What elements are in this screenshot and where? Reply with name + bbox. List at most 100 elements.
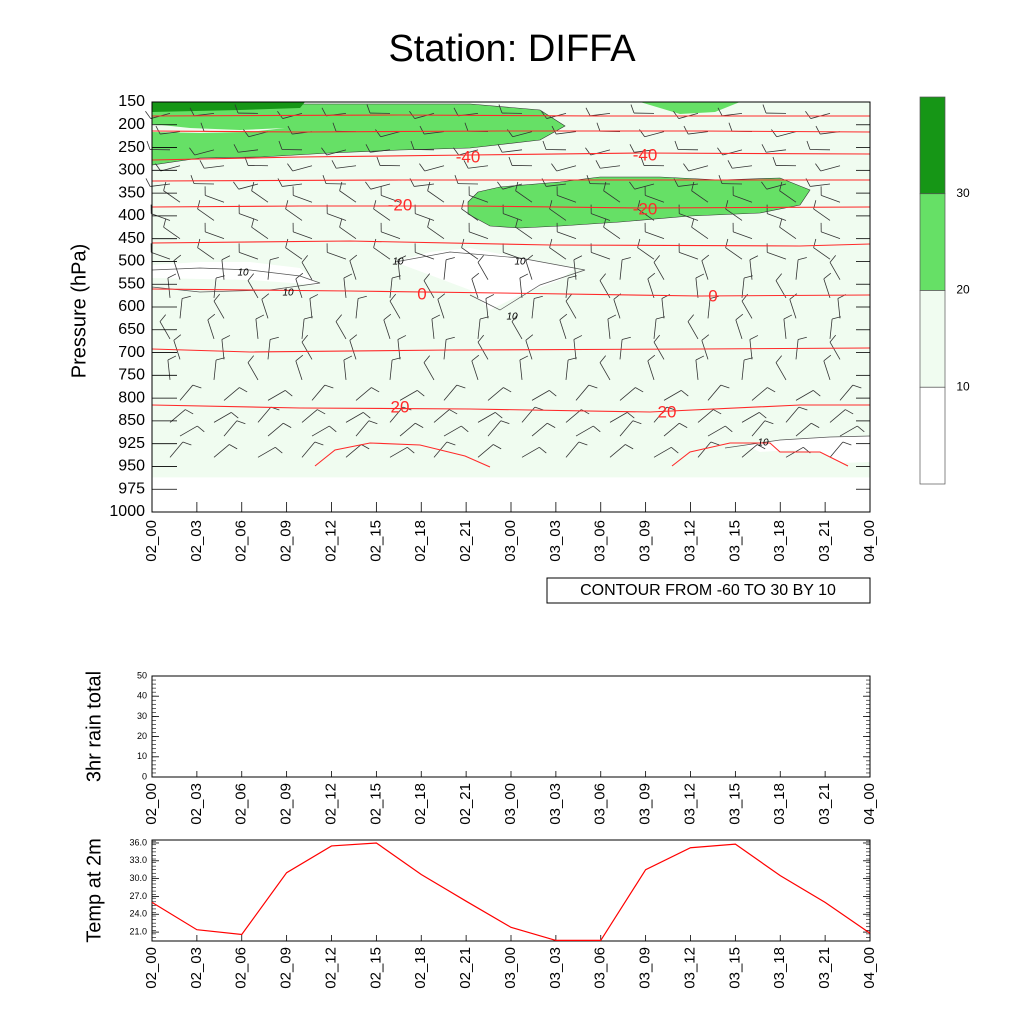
wind-barb-flag xyxy=(695,273,705,279)
wind-barb-flag xyxy=(829,334,837,343)
wind-barb-staff xyxy=(697,441,712,458)
wind-barb-flag xyxy=(647,354,656,362)
wind-barb-staff xyxy=(565,359,569,380)
wind-barb-flag xyxy=(317,409,326,415)
wind-barb-flag xyxy=(549,200,553,210)
wind-barb-staff xyxy=(477,444,494,458)
wind-barb-staff xyxy=(575,384,590,401)
wind-barb-staff xyxy=(607,318,611,339)
wind-barb-flag xyxy=(295,354,304,362)
wind-barb-staff xyxy=(179,298,183,319)
wind-barb-flag xyxy=(653,255,661,263)
wind-barb-staff xyxy=(179,425,198,437)
wind-barb-flag xyxy=(309,294,319,299)
wind-barb-flag xyxy=(375,129,382,138)
x-tick-label: 03_12 xyxy=(681,783,698,825)
temp-contour-line xyxy=(151,152,871,161)
wind-barb-flag xyxy=(197,238,201,248)
wind-barb-staff xyxy=(380,131,401,138)
wind-barb-flag xyxy=(407,447,415,454)
wind-barb-staff xyxy=(370,149,391,153)
wind-barb-flag xyxy=(511,314,519,322)
wind-barb-staff xyxy=(821,195,841,203)
wind-barb-staff xyxy=(839,384,854,401)
wind-barb-staff xyxy=(679,251,699,260)
wind-barb-staff xyxy=(485,298,489,319)
y-tick-label: 650 xyxy=(118,321,145,338)
wind-barb-staff xyxy=(257,446,276,458)
y-tick-label: 750 xyxy=(118,367,145,384)
wind-barb-flag xyxy=(539,447,547,454)
y-tick-label: 850 xyxy=(118,412,145,429)
wind-barb-flag xyxy=(275,447,283,454)
wind-barb-flag xyxy=(671,447,679,454)
wind-barb-staff xyxy=(678,183,699,187)
wind-barb-staff xyxy=(213,444,230,458)
wind-barb-staff xyxy=(326,149,347,156)
wind-barb-staff xyxy=(795,339,799,360)
wind-barb-flag xyxy=(503,387,512,393)
wind-barb-flag xyxy=(621,257,631,261)
wind-barb-flag xyxy=(718,175,723,184)
wind-barb-staff xyxy=(427,190,445,203)
wind-speed-label: 10 xyxy=(757,438,769,449)
wind-barb-staff xyxy=(557,231,577,240)
x-tick-label: 02_21 xyxy=(457,520,474,562)
x-tick-label: 02_15 xyxy=(367,947,384,989)
wind-barb-flag xyxy=(581,409,590,415)
wind-barb-flag xyxy=(593,425,601,433)
wind-barb-flag xyxy=(477,334,485,343)
wind-barb-staff xyxy=(653,318,657,339)
wind-barb-flag xyxy=(515,218,519,228)
wind-barb-flag xyxy=(247,355,255,363)
wind-barb-flag xyxy=(709,295,719,299)
wind-barb-flag xyxy=(464,122,469,132)
wind-barb-flag xyxy=(449,409,458,415)
wind-barb-staff xyxy=(423,280,435,299)
wind-barb-staff xyxy=(766,183,787,190)
wind-barb-flag xyxy=(573,255,583,261)
wind-barb-staff xyxy=(645,195,665,203)
wind-barb-staff xyxy=(443,339,447,360)
speed-contour-10-c xyxy=(724,435,871,449)
wind-barb-flag xyxy=(454,175,459,184)
y-axis-label: Pressure (hPa) xyxy=(68,244,90,379)
wind-barb-flag xyxy=(243,129,250,138)
wind-barb-flag xyxy=(471,354,480,362)
wind-barb-staff xyxy=(345,412,364,423)
x-tick-label: 04_00 xyxy=(861,947,878,989)
wind-barb-staff xyxy=(653,341,665,360)
wind-barb-staff xyxy=(343,359,347,380)
y-tick-label: 925 xyxy=(118,435,145,452)
wind-barb-staff xyxy=(749,339,753,360)
wind-barb-flag xyxy=(713,409,722,415)
wind-barb-staff xyxy=(267,339,271,360)
wind-barb-flag xyxy=(446,441,456,446)
wind-barb-staff xyxy=(599,362,611,381)
wind-barb-flag xyxy=(453,107,459,117)
wind-barb-staff xyxy=(389,300,401,319)
x-tick-label: 04_00 xyxy=(861,783,878,825)
chart-title: Station: DIFFA xyxy=(388,28,636,70)
temp-contour-line xyxy=(151,205,871,209)
wind-barb-flag xyxy=(361,444,370,450)
wind-barb-flag xyxy=(185,409,194,415)
wind-barb-staff xyxy=(688,131,709,135)
wind-barb-flag xyxy=(269,257,279,261)
x-tick-label: 03_06 xyxy=(592,947,609,989)
wind-barb-flag xyxy=(607,314,617,320)
wind-barb-flag xyxy=(549,238,553,248)
wind-barb-staff xyxy=(613,299,621,319)
wind-barb-flag xyxy=(159,314,167,322)
x-tick-label: 03_18 xyxy=(771,783,788,825)
wind-barb-flag xyxy=(588,384,598,389)
wind-barb-staff xyxy=(603,226,621,239)
wind-barb-flag xyxy=(343,355,353,361)
wind-barb-flag xyxy=(621,336,631,340)
wind-barb-staff xyxy=(247,362,259,381)
wind-barb-staff xyxy=(285,208,303,221)
wind-barb-staff xyxy=(424,165,445,172)
wind-barb-flag xyxy=(767,387,776,393)
wind-barb-flag xyxy=(197,425,205,433)
wind-barb-flag xyxy=(324,384,334,389)
